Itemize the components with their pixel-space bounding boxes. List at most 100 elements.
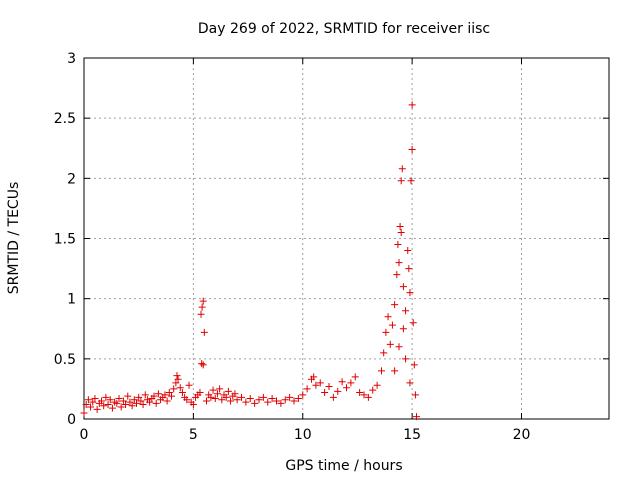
- data-point: [128, 402, 136, 410]
- data-point: [113, 399, 121, 407]
- data-point: [124, 392, 132, 400]
- data-point: [222, 393, 230, 401]
- data-point: [402, 307, 410, 315]
- data-point: [402, 355, 410, 363]
- data-point: [168, 392, 175, 400]
- data-point: [347, 379, 355, 387]
- data-point: [391, 301, 399, 309]
- data-point: [286, 393, 294, 401]
- data-point: [146, 398, 154, 406]
- data-point: [133, 399, 140, 407]
- data-point: [405, 265, 413, 273]
- data-point: [98, 397, 105, 405]
- data-point: [199, 361, 207, 369]
- chart-title: Day 269 of 2022, SRMTID for receiver iis…: [198, 21, 490, 37]
- x-tick-label: 5: [189, 427, 198, 443]
- data-point: [152, 399, 160, 407]
- data-point: [395, 343, 403, 351]
- data-point: [150, 392, 158, 400]
- data-point: [211, 395, 219, 403]
- data-point: [108, 404, 116, 412]
- data-point: [137, 397, 145, 405]
- data-point: [343, 384, 350, 392]
- data-point: [141, 391, 149, 399]
- data-point: [91, 395, 99, 403]
- data-point: [163, 397, 171, 405]
- grid: [84, 58, 609, 419]
- data-point: [334, 387, 342, 395]
- data-point: [408, 101, 416, 109]
- x-tick-label: 15: [403, 427, 421, 443]
- data-point: [130, 396, 138, 404]
- data-point: [294, 395, 302, 403]
- data-point: [238, 393, 245, 401]
- data-point: [411, 391, 419, 399]
- axis-ticks: 0 5 10 15 20 0 0.5 1 1.5 2 2.5 3: [54, 51, 609, 443]
- x-tick-label: 0: [80, 427, 89, 443]
- data-point: [170, 385, 178, 393]
- data-point: [93, 405, 101, 413]
- data-point: [325, 383, 333, 391]
- data-point: [200, 328, 208, 336]
- data-point: [299, 391, 307, 399]
- x-axis-label: GPS time / hours: [285, 458, 402, 474]
- data-point: [310, 373, 318, 381]
- data-point: [356, 389, 364, 397]
- data-points: [80, 101, 420, 421]
- data-point: [84, 396, 92, 404]
- data-point: [216, 385, 224, 393]
- x-tick-label: 10: [294, 427, 312, 443]
- data-point: [382, 328, 390, 336]
- data-point: [281, 396, 289, 404]
- data-point: [369, 386, 377, 394]
- data-point: [408, 145, 416, 153]
- data-point: [218, 396, 226, 404]
- data-point: [165, 389, 173, 397]
- y-tick-label: 0: [67, 412, 76, 428]
- data-point: [209, 386, 217, 394]
- data-point: [410, 361, 418, 369]
- data-point: [100, 402, 108, 410]
- data-point: [329, 393, 337, 401]
- data-point: [233, 396, 241, 404]
- data-point: [139, 401, 147, 409]
- y-tick-label: 1: [67, 292, 76, 308]
- data-point: [312, 381, 320, 389]
- data-point: [397, 228, 405, 236]
- data-point: [119, 397, 127, 405]
- data-point: [255, 396, 263, 404]
- data-point: [316, 379, 324, 387]
- data-point: [384, 313, 392, 321]
- data-point: [102, 393, 110, 401]
- data-point: [231, 390, 239, 398]
- data-point: [407, 177, 415, 185]
- data-point: [303, 385, 311, 393]
- y-tick-label: 3: [67, 51, 76, 67]
- data-point: [406, 289, 414, 297]
- data-point: [413, 413, 420, 421]
- data-point: [196, 389, 204, 397]
- data-point: [122, 401, 130, 409]
- data-point: [106, 396, 114, 404]
- data-point: [183, 396, 191, 404]
- data-point: [135, 393, 143, 401]
- data-point: [364, 393, 372, 401]
- data-point: [115, 395, 123, 403]
- data-point: [388, 321, 396, 329]
- data-point: [203, 397, 210, 405]
- data-point: [154, 390, 162, 398]
- data-point: [174, 375, 182, 383]
- data-point: [277, 399, 285, 407]
- data-point: [185, 381, 193, 389]
- data-point: [224, 387, 232, 395]
- data-point: [399, 325, 407, 333]
- data-point: [273, 397, 280, 405]
- data-point: [386, 340, 394, 348]
- data-point: [199, 297, 207, 305]
- data-point: [104, 401, 112, 409]
- data-point: [161, 391, 169, 399]
- data-point: [393, 271, 401, 279]
- data-point: [259, 393, 267, 401]
- data-point: [360, 391, 368, 399]
- data-point: [399, 283, 407, 291]
